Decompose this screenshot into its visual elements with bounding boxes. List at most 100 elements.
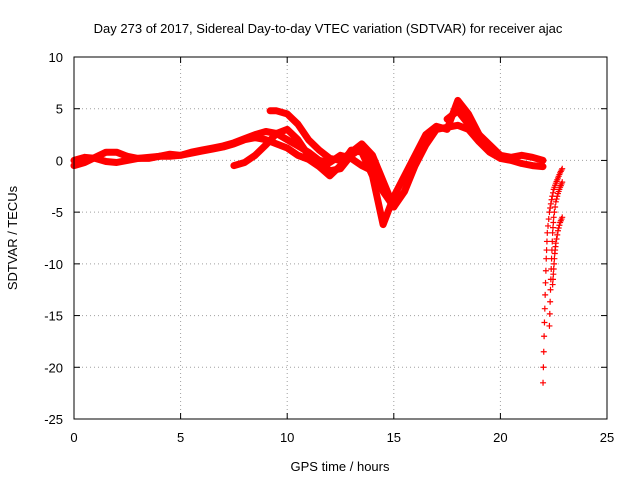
data-point [457,111,464,118]
data-point [233,161,240,168]
series-track-6 [540,165,566,386]
data-point [552,203,559,210]
data-point [559,179,566,186]
data-point [550,271,557,278]
data-point [230,162,237,169]
data-point [222,143,229,150]
series-track-2 [70,96,504,229]
data-point [460,104,467,111]
data-point [294,121,301,128]
data-point [228,141,235,148]
data-point [546,310,553,317]
y-tick-label: -25 [44,412,63,427]
data-point [420,136,427,143]
data-point [294,136,301,143]
data-point [297,153,304,160]
data-point [454,122,461,129]
data-point [270,133,277,140]
data-point [300,154,307,161]
data-point [294,152,301,159]
data-point [436,124,443,131]
data-point [220,143,227,150]
data-point [100,150,107,157]
data-point [302,148,309,155]
data-point [544,229,551,236]
data-point [541,305,548,312]
data-point [468,116,475,123]
data-point [278,109,285,116]
data-point [257,130,264,137]
data-point [310,154,317,161]
data-point [543,238,550,245]
data-point [369,152,376,159]
data-point [554,193,561,200]
data-point [396,183,403,190]
data-point [550,214,557,221]
data-point [297,125,304,132]
data-point [409,169,416,176]
data-point [297,140,304,147]
data-point [543,247,550,254]
data-point [513,158,520,165]
data-point [552,240,559,247]
data-point [337,152,344,159]
series-track-8 [549,214,566,288]
data-point [548,196,555,203]
data-point [372,185,379,192]
x-tick-label: 15 [387,430,401,445]
data-point [361,143,368,150]
data-point [393,188,400,195]
data-point [236,138,243,145]
data-point [534,155,541,162]
data-point [377,171,384,178]
data-point [457,100,464,107]
data-point [462,107,469,114]
data-point [540,364,547,371]
x-tick-label: 20 [493,430,507,445]
y-tick-label: 10 [49,50,63,65]
y-tick-label: -20 [44,360,63,375]
chart-title: Day 273 of 2017, Sidereal Day-to-day VTE… [94,21,563,36]
data-point [537,156,544,163]
data-point [308,153,315,160]
data-point [529,154,536,161]
data-point [546,322,553,329]
data-point [268,136,275,143]
data-point [438,124,445,131]
data-point [547,298,554,305]
data-area [70,96,566,386]
data-point [369,167,376,174]
data-point [401,172,408,179]
data-point [553,236,560,243]
y-tick-label: 5 [56,102,63,117]
data-point [425,138,432,145]
data-point [262,141,269,148]
data-point [236,161,243,168]
data-point [552,198,559,205]
data-point [398,178,405,185]
data-point [465,110,472,117]
x-tick-label: 25 [600,430,614,445]
data-point [551,260,558,267]
data-point [556,222,563,229]
data-point [230,140,237,147]
data-point [404,181,411,188]
axes: 0 5 10 15 20 25 -25 -20 -15 -10 -5 0 5 10 [44,50,614,445]
data-point [377,209,384,216]
data-point [541,333,548,340]
data-point [278,128,285,135]
data-point [361,155,368,162]
data-point [238,137,245,144]
data-point [549,281,556,288]
data-point [278,142,285,149]
data-point [374,165,381,172]
data-point [454,107,461,114]
data-point [78,160,85,167]
data-point [462,117,469,124]
data-point [276,141,283,148]
data-point [118,151,125,158]
data-point [89,155,96,162]
data-point [441,125,448,132]
data-point [94,153,101,160]
data-point [540,379,547,386]
